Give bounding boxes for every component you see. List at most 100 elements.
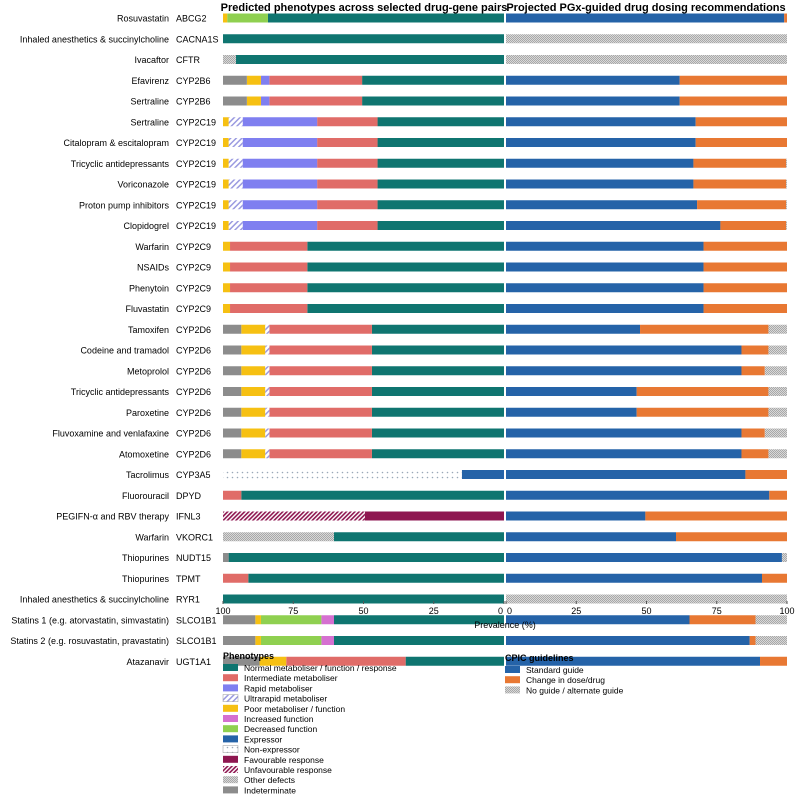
table-row: Sertraline CYP2B6	[130, 96, 787, 107]
phenotype-bar-normal	[371, 345, 504, 355]
phenotype-bar-poor	[223, 179, 229, 189]
legend-swatch-increased	[223, 715, 238, 722]
cpic-bar-change	[741, 366, 765, 376]
drug-label: Paroxetine	[126, 408, 169, 418]
legend-swatch-normal	[223, 664, 238, 671]
cpic-bar-noguide	[506, 594, 787, 604]
drug-label: Fluvastatin	[125, 304, 169, 314]
cpic-bar-noguide	[786, 200, 787, 210]
phenotype-bar-poor	[259, 656, 287, 666]
cpic-bar-change	[703, 304, 787, 313]
cpic-bar-change	[697, 200, 787, 210]
legend-label: Expressor	[244, 734, 282, 744]
phenotype-bar-poor	[223, 241, 231, 251]
legend-label: Non-expressor	[244, 745, 300, 755]
phenotype-bar-normal	[333, 532, 504, 542]
cpic-bar-noguide	[764, 428, 787, 438]
phenotype-bar-normal	[333, 636, 504, 645]
phenotype-bar-increased	[321, 615, 334, 625]
phenotype-bar-rapid	[242, 117, 318, 127]
phenotype-bar-intermediate	[223, 490, 242, 500]
table-row: Metoprolol CYP2D6	[127, 366, 787, 376]
table-row: Paroxetine CYP2D6	[126, 407, 787, 418]
cpic-bar-change	[720, 221, 787, 230]
drug-label: Tricyclic antidepressants	[71, 159, 170, 169]
phenotype-bar-intermediate	[269, 324, 372, 334]
table-row: Atomoxetine CYP2D6	[119, 449, 787, 459]
cpic-bar-change	[745, 470, 787, 479]
table-row: Inhaled anesthetics & succinylcholine CAC…	[20, 34, 787, 44]
cpic-bar-noguide	[786, 179, 787, 189]
drug-label: Statins 1 (e.g. atorvastatin, simvastati…	[11, 615, 169, 625]
phenotype-bar-indeterminate	[223, 366, 242, 376]
cpic-bar-change	[640, 324, 769, 334]
gene-label: CYP2D6	[176, 408, 211, 418]
gene-label: CYP2D6	[176, 366, 211, 376]
phenotype-bar-rapid	[260, 75, 270, 85]
phenotype-bar-indeterminate	[223, 387, 242, 396]
phenotype-bar-poor	[255, 615, 261, 625]
phenotype-bar-ultrarapid	[265, 345, 270, 355]
drug-label: Thiopurines	[122, 574, 170, 584]
phenotype-bar-intermediate	[317, 158, 378, 168]
phenotype-bar-indeterminate	[223, 324, 242, 334]
gene-label: CYP2C9	[176, 283, 211, 293]
drug-label: Atazanavir	[126, 657, 169, 667]
legend-label: Other defects	[244, 775, 295, 785]
cpic-bar-standard	[506, 553, 782, 562]
phenotype-bar-poor	[241, 407, 266, 417]
phenotype-bar-decreased	[227, 13, 268, 23]
cpic-bar-standard	[506, 532, 677, 542]
phenotype-bar-normal	[248, 573, 504, 583]
gene-label: VKORC1	[176, 532, 213, 542]
phenotype-bar-poor	[241, 428, 266, 438]
phenotype-bar-intermediate	[269, 96, 363, 106]
table-row: Inhaled anesthetics & succinylcholine RYR…	[20, 594, 787, 605]
phenotype-bar-indeterminate	[223, 615, 256, 625]
phenotype-bar-unfavourable	[223, 511, 365, 521]
right-tick-label: 25	[571, 606, 581, 616]
table-row: Atazanavir UGT1A1	[126, 656, 787, 667]
right-tick-label: 75	[712, 606, 722, 616]
phenotype-bar-poor	[223, 221, 229, 230]
cpic-bar-standard	[506, 13, 785, 23]
gene-label: CYP2C9	[176, 242, 211, 252]
phenotype-bar-normal	[267, 13, 504, 23]
phenotype-bar-intermediate	[269, 387, 372, 396]
table-row: Sertraline CYP2C19	[130, 117, 787, 127]
right-panel-title: Projected PGx-guided drug dosing recomme…	[506, 2, 785, 14]
legend-label: Rapid metaboliser	[244, 683, 313, 693]
phenotype-bar-intermediate	[230, 262, 308, 272]
cpic-bar-standard	[506, 449, 742, 459]
drug-label: Atomoxetine	[119, 449, 169, 459]
phenotype-bar-ultrarapid	[228, 179, 243, 189]
phenotype-bar-poor	[223, 262, 231, 272]
left-tick-label: 75	[288, 606, 298, 616]
drug-label: Thiopurines	[122, 553, 170, 563]
legend-swatch-decreased	[223, 725, 238, 733]
phenotype-bar-normal	[377, 221, 504, 230]
phenotype-bar-increased	[321, 636, 334, 645]
legend-swatch-change	[505, 676, 520, 684]
legend-label: Decreased function	[244, 724, 318, 734]
cpic-bar-noguide	[755, 615, 787, 625]
phenotype-bar-rapid	[242, 221, 318, 230]
drug-label: Clopidogrel	[123, 221, 169, 231]
cpic-bar-noguide	[786, 221, 787, 230]
phenotype-bar-ultrarapid	[228, 138, 243, 147]
legend-label: Favourable response	[244, 755, 324, 765]
cpic-bar-noguide	[506, 55, 787, 64]
phenotype-bar-ultrarapid	[265, 366, 270, 376]
phenotype-bar-intermediate	[317, 138, 378, 147]
left-tick-label: 50	[358, 606, 368, 616]
phenotype-bar-indeterminate	[223, 449, 242, 459]
gene-label: ABCG2	[176, 14, 207, 24]
cpic-bar-noguide	[768, 345, 787, 355]
drug-label: Tacrolimus	[126, 470, 170, 480]
phenotype-bar-ultrarapid	[228, 221, 243, 230]
phenotype-bar-ultrarapid	[265, 449, 270, 459]
drug-label: Sertraline	[130, 117, 169, 127]
gene-label: TPMT	[176, 574, 201, 584]
